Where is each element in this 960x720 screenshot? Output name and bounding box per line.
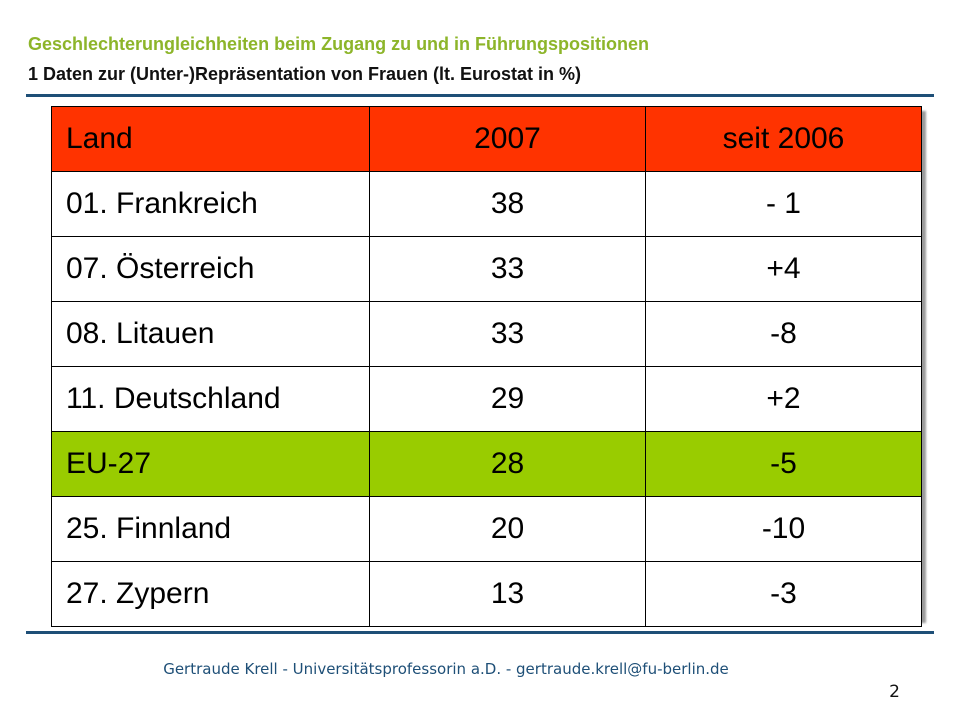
cell-2007: 33	[369, 236, 646, 302]
cell-seit-2006: -8	[645, 301, 922, 367]
data-table-container: Land 2007 seit 2006 01. Frankreich 38 - …	[51, 106, 922, 627]
data-table: Land 2007 seit 2006 01. Frankreich 38 - …	[51, 106, 922, 627]
slide-subtitle: 1 Daten zur (Unter-)Repräsentation von F…	[28, 64, 582, 84]
cell-land: 01. Frankreich	[51, 171, 370, 237]
header-cell-land: Land	[51, 106, 370, 172]
table-row: 07. Österreich 33 +4	[51, 236, 922, 302]
header-cell-seit-2006: seit 2006	[645, 106, 922, 172]
table-row: 25. Finnland 20 -10	[51, 496, 922, 562]
cell-seit-2006: - 1	[645, 171, 922, 237]
page-number: 2	[889, 682, 900, 702]
table-row: 27. Zypern 13 -3	[51, 561, 922, 627]
cell-land: 07. Österreich	[51, 236, 370, 302]
cell-2007: 13	[369, 561, 646, 627]
table-row-highlight-eu: EU-27 28 -5	[51, 431, 922, 497]
cell-land: 27. Zypern	[51, 561, 370, 627]
cell-seit-2006: +4	[645, 236, 922, 302]
cell-2007: 38	[369, 171, 646, 237]
cell-land: 25. Finnland	[51, 496, 370, 562]
footer-text: Gertraude Krell - Universitätsprofessori…	[163, 660, 729, 678]
cell-land: 08. Litauen	[51, 301, 370, 367]
cell-seit-2006: -5	[645, 431, 922, 497]
cell-land: 11. Deutschland	[51, 366, 370, 432]
table-row: 11. Deutschland 29 +2	[51, 366, 922, 432]
cell-2007: 33	[369, 301, 646, 367]
slide-title: Geschlechterungleichheiten beim Zugang z…	[28, 34, 650, 54]
cell-land: EU-27	[51, 431, 370, 497]
cell-2007: 28	[369, 431, 646, 497]
cell-2007: 29	[369, 366, 646, 432]
header-cell-2007: 2007	[369, 106, 646, 172]
cell-seit-2006: -3	[645, 561, 922, 627]
cell-2007: 20	[369, 496, 646, 562]
bottom-divider	[26, 631, 934, 634]
top-divider	[26, 94, 934, 97]
table-row: 08. Litauen 33 -8	[51, 301, 922, 367]
table-header-row: Land 2007 seit 2006	[51, 106, 922, 172]
cell-seit-2006: -10	[645, 496, 922, 562]
table-row: 01. Frankreich 38 - 1	[51, 171, 922, 237]
cell-seit-2006: +2	[645, 366, 922, 432]
